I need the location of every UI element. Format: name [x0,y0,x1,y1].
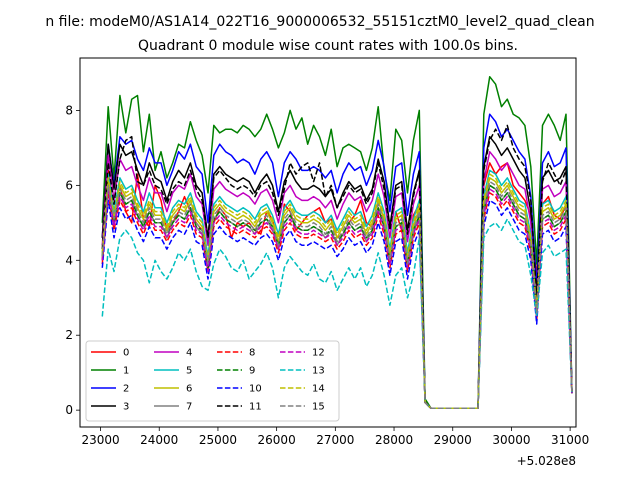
x-tick-label: 28000 [375,433,413,447]
legend-label-6: 6 [186,384,192,395]
legend-label-9: 9 [249,366,255,377]
series-group [101,75,573,410]
legend-label-13: 13 [312,366,325,377]
series-line-4 [101,150,573,410]
axes-frame [79,57,577,428]
legend-label-4: 4 [186,348,192,359]
series-line-5 [101,169,573,410]
y-tick-label: 2 [65,328,73,342]
y-tick-label: 4 [65,253,73,267]
x-axis: 23000 24000 25000 26000 27000 28000 29000 30000… [81,427,589,447]
x-tick-label: 23000 [81,433,119,447]
figure-suptitle: n file: modeM0/AS1A14_022T16_9000006532_… [45,14,594,30]
y-tick-label: 6 [65,178,73,192]
x-tick-label: 24000 [140,433,178,447]
legend-label-2: 2 [123,384,129,395]
series-line-10 [101,199,573,410]
x-tick-label: 29000 [434,433,472,447]
legend-label-10: 10 [249,384,262,395]
series-line-11 [101,124,573,410]
x-offset-label: +5.028e8 [517,454,576,468]
series-line-12 [101,188,573,410]
legend-label-0: 0 [123,348,129,359]
x-tick-label: 25000 [199,433,237,447]
y-tick-label: 8 [65,103,73,117]
x-tick-label: 30000 [492,433,530,447]
y-axis: 0 2 4 6 8 [65,103,80,417]
series-line-15 [101,180,573,410]
legend-label-12: 12 [312,348,325,359]
x-tick-label: 27000 [316,433,354,447]
x-tick-label: 26000 [258,433,296,447]
series-line-6 [101,177,573,410]
legend-label-11: 11 [249,402,262,413]
y-tick-label: 0 [65,403,73,417]
legend-label-14: 14 [312,384,325,395]
legend-label-15: 15 [312,402,325,413]
series-line-13 [101,218,573,410]
x-tick-label: 31000 [551,433,589,447]
series-line-2 [101,113,573,410]
plot-area: 23000 24000 25000 26000 27000 28000 29000 30000… [65,57,589,468]
series-line-1 [101,75,573,410]
legend-label-8: 8 [249,348,255,359]
legend-label-5: 5 [186,366,192,377]
legend-label-3: 3 [123,402,129,413]
series-line-8 [101,192,573,410]
legend-label-7: 7 [186,402,192,413]
axes-title: Quadrant 0 module wise count rates with … [138,38,518,54]
legend-frame [85,340,340,422]
legend-label-1: 1 [123,366,129,377]
